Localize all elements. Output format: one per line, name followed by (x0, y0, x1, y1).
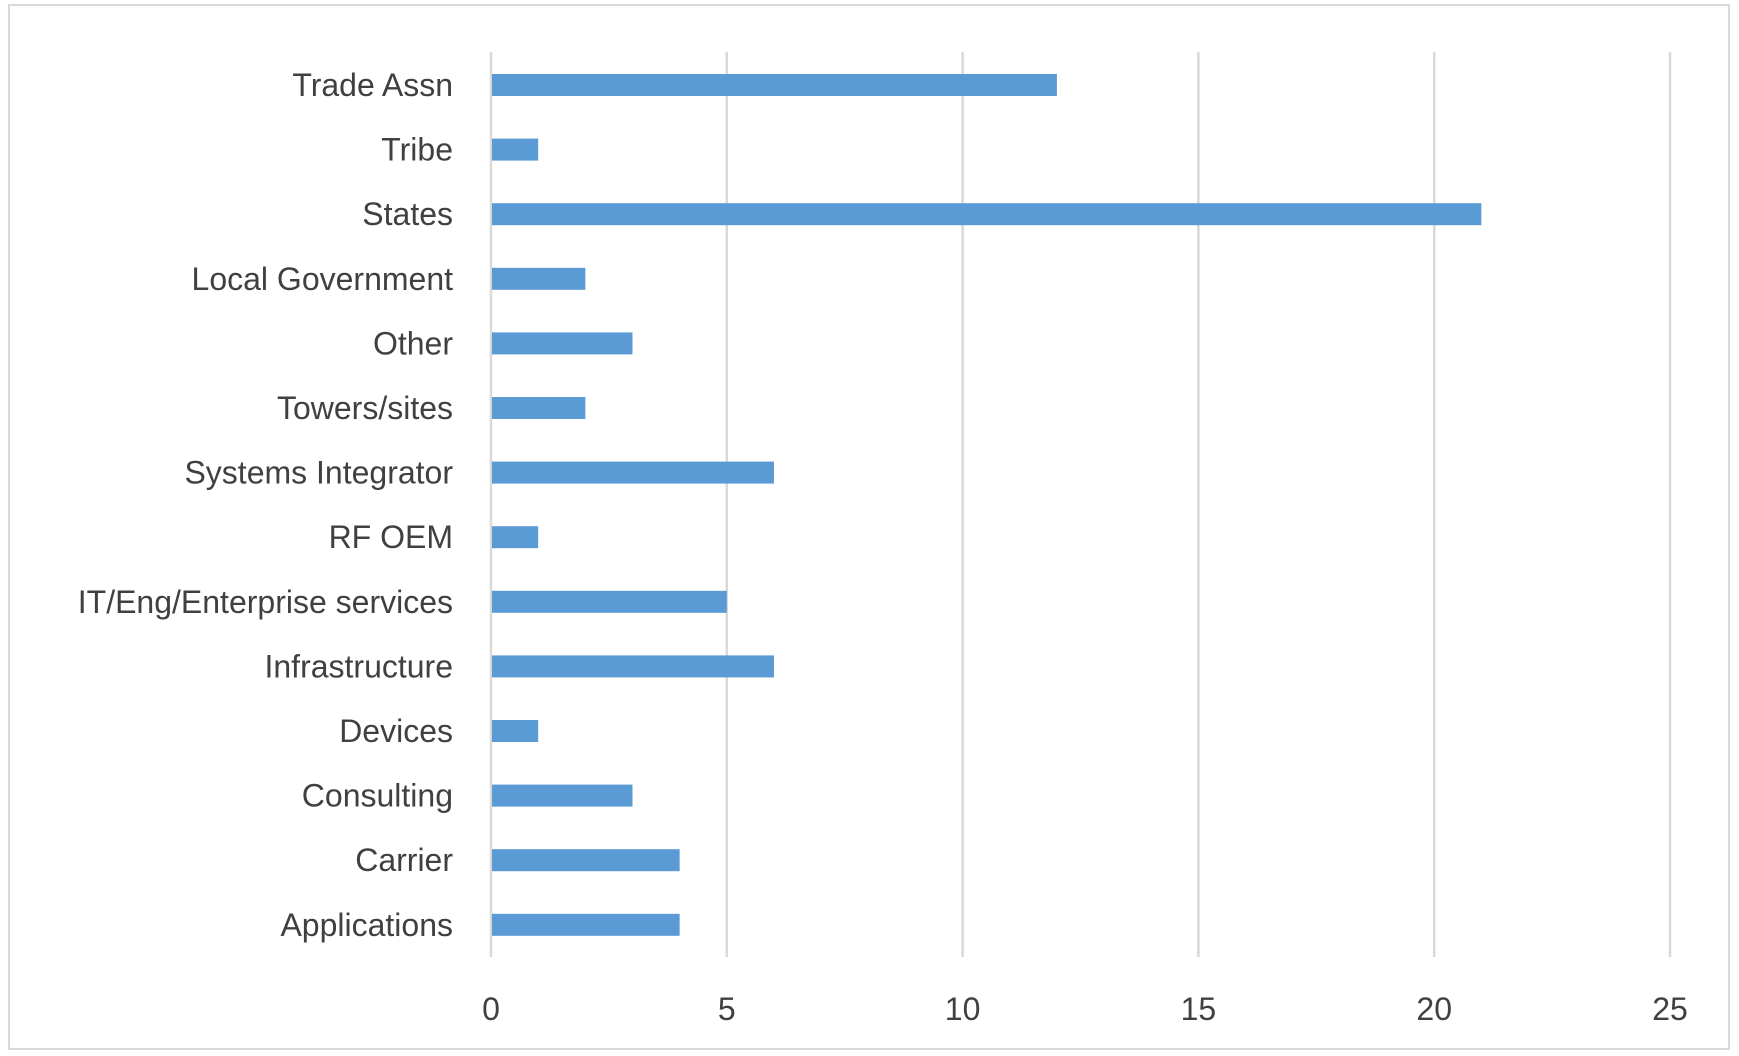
x-tick-label: 25 (1652, 991, 1688, 1027)
x-tick-label: 20 (1416, 991, 1452, 1027)
bar (492, 655, 774, 678)
bar (492, 74, 1057, 96)
x-tick-label: 5 (718, 991, 736, 1027)
bar (492, 784, 633, 807)
bar (492, 590, 727, 613)
x-tick-label: 0 (482, 991, 500, 1027)
x-axis-tick-labels: 0 5 10 15 20 25 (482, 991, 1688, 1027)
category-label: Devices (339, 713, 453, 749)
bar (492, 267, 586, 290)
category-label: Carrier (355, 842, 453, 878)
category-label: RF OEM (329, 519, 453, 555)
category-label: States (362, 196, 453, 232)
gridlines (489, 52, 1672, 957)
bars (492, 74, 1482, 936)
category-label: Systems Integrator (184, 455, 453, 491)
category-labels: Trade Assn Tribe States Local Government Oth… (78, 67, 454, 943)
category-label: Consulting (302, 778, 453, 814)
category-label: Local Government (192, 261, 454, 297)
bar (492, 397, 586, 419)
bar (492, 913, 680, 936)
bar (492, 203, 1482, 226)
bar (492, 849, 680, 872)
category-label: Tribe (381, 132, 453, 168)
bar (492, 138, 539, 161)
category-label: Other (373, 325, 453, 361)
category-label: IT/Eng/Enterprise services (78, 584, 453, 620)
bar (492, 720, 539, 742)
category-label: Towers/sites (277, 390, 453, 426)
bar (492, 332, 633, 355)
category-label: Infrastructure (264, 648, 453, 684)
category-label: Applications (280, 907, 453, 943)
bar (492, 461, 774, 484)
bar (492, 526, 539, 549)
chart-area (8, 4, 1730, 1050)
category-label: Trade Assn (292, 67, 453, 103)
x-tick-label: 10 (945, 991, 981, 1027)
x-tick-label: 15 (1181, 991, 1217, 1027)
